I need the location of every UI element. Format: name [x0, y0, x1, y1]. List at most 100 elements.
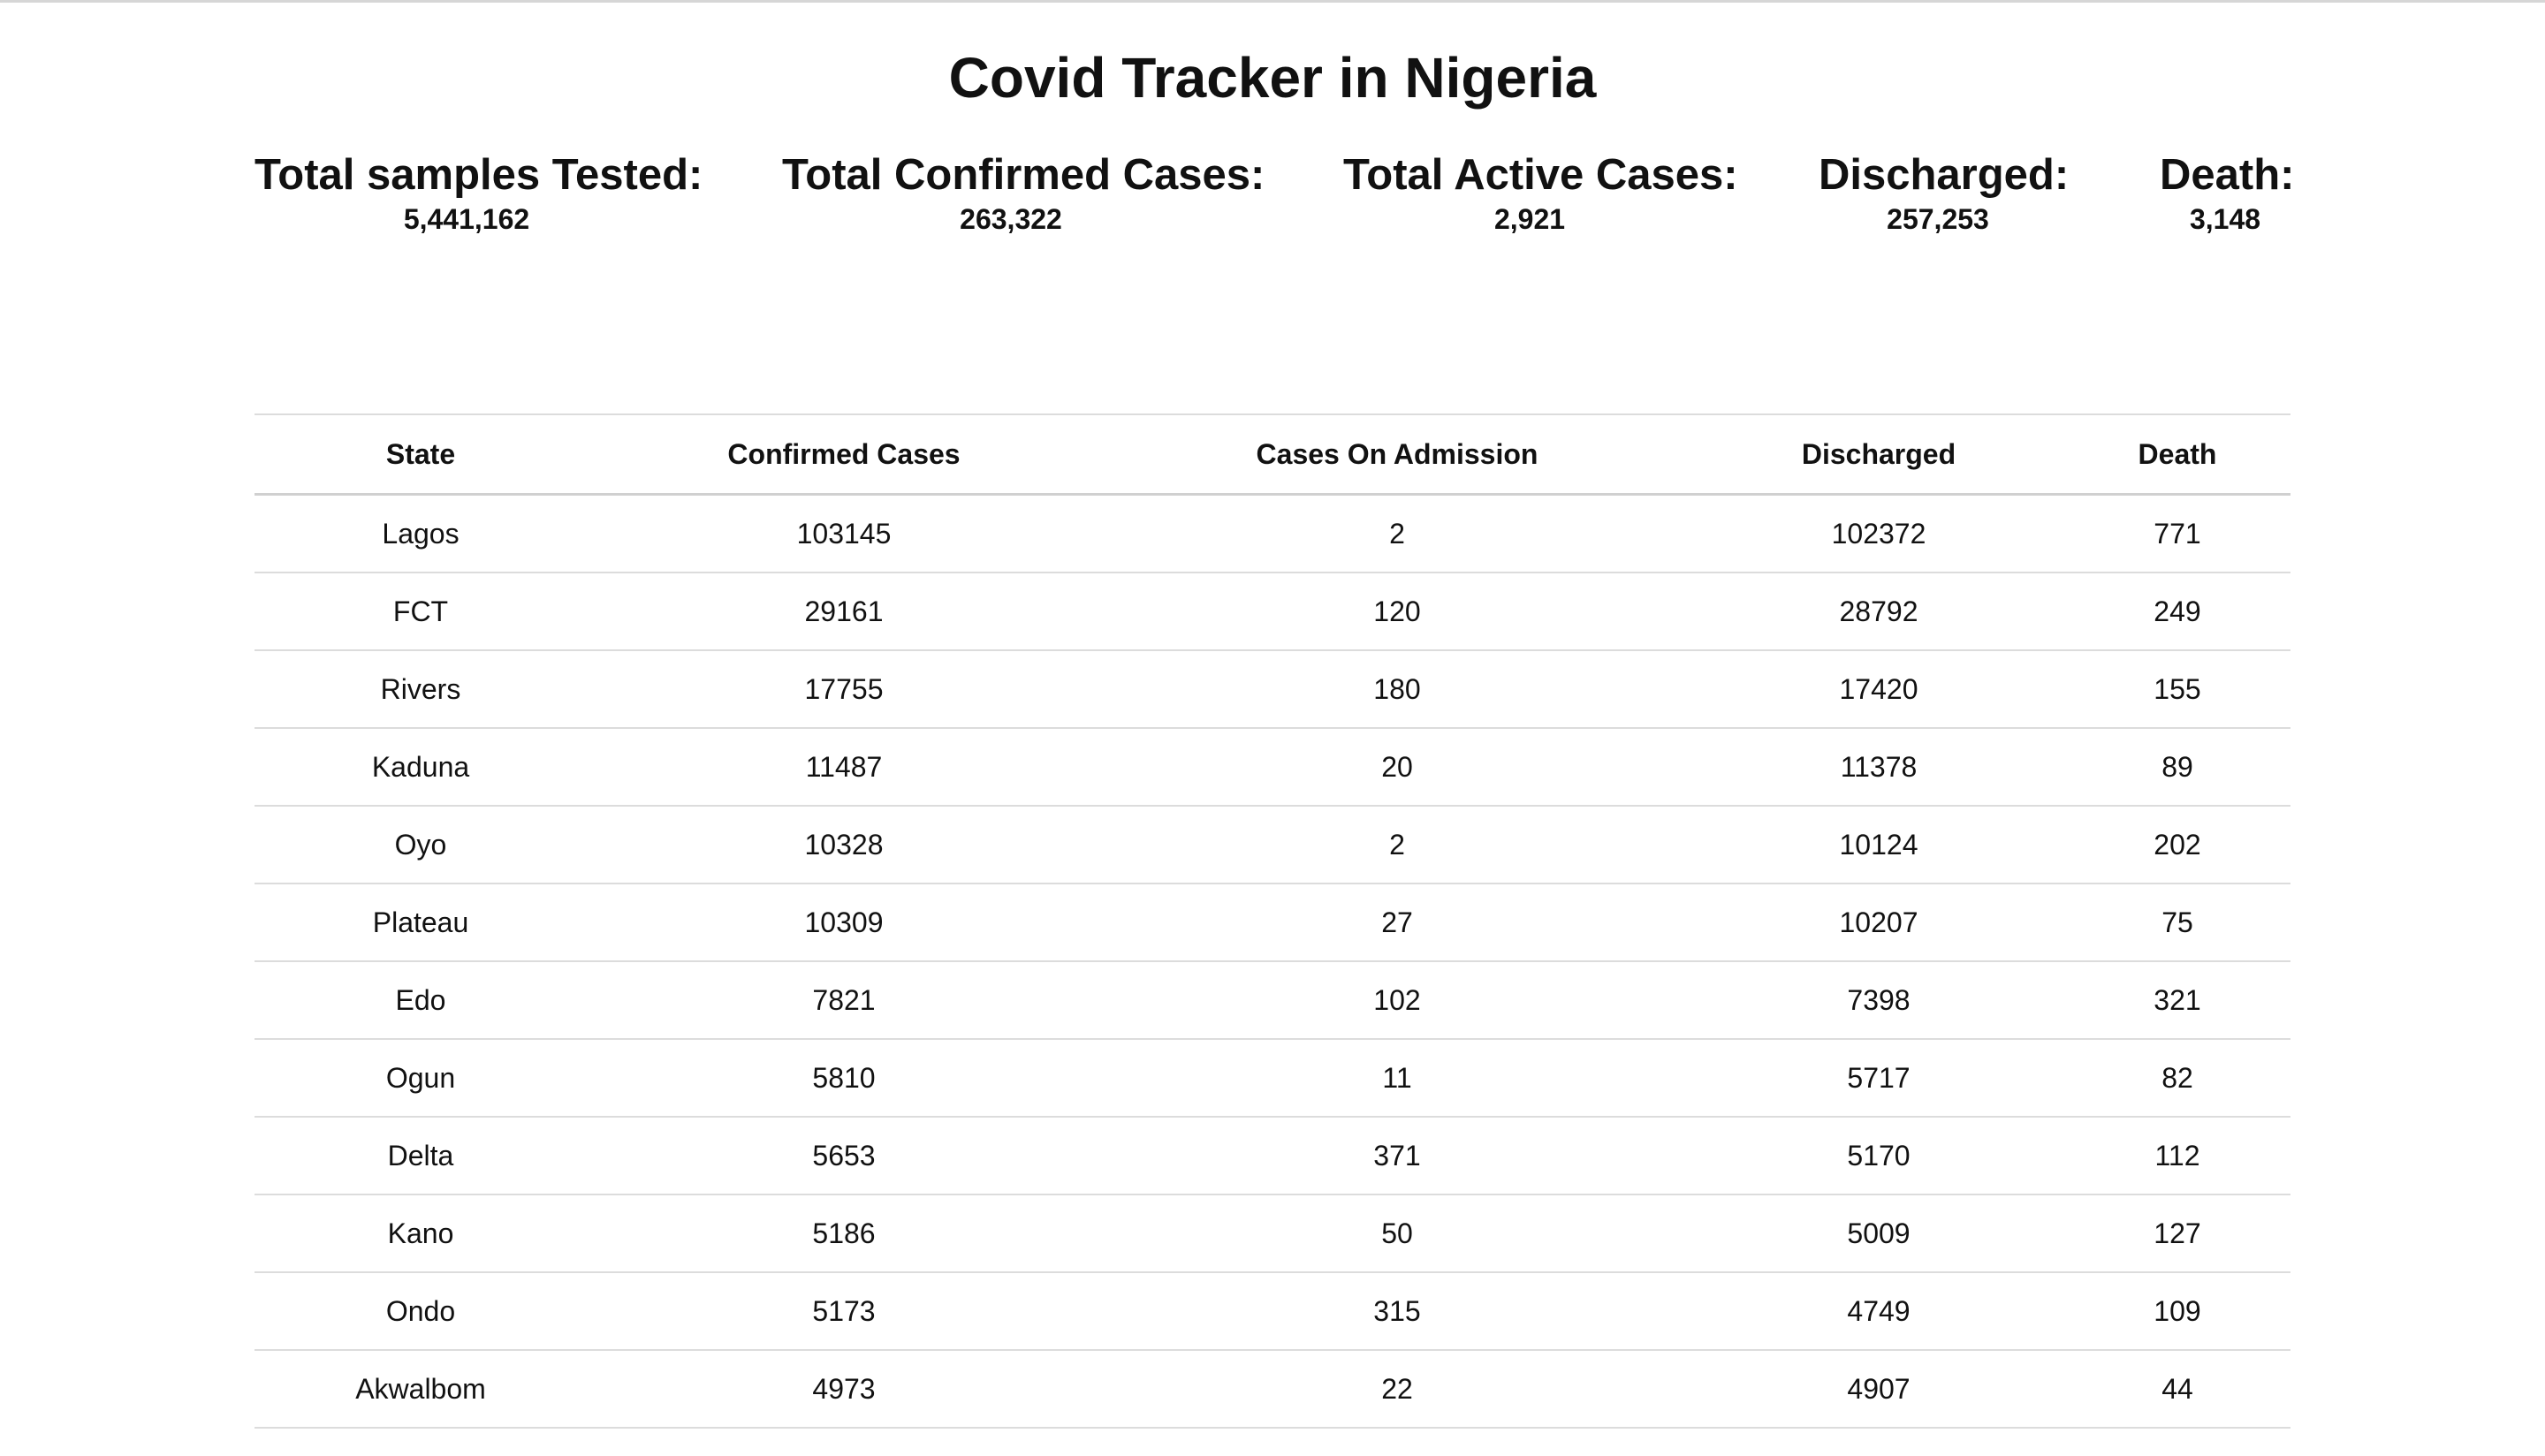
cell-state: Oyo	[254, 806, 587, 884]
column-header-death: Death	[2064, 413, 2290, 496]
cell-confirmed-cases: 29161	[587, 573, 1101, 651]
cell-state: Akwalbom	[254, 1350, 587, 1429]
states-table: State Confirmed Cases Cases On Admission…	[254, 413, 2290, 1429]
cell-discharged: 10207	[1693, 883, 2064, 962]
cell-state: Plateau	[254, 883, 587, 962]
cell-confirmed-cases: 5653	[587, 1117, 1101, 1195]
cell-cases-on-admission: 102	[1101, 961, 1693, 1040]
page-title: Covid Tracker in Nigeria	[948, 46, 1597, 110]
column-header-state: State	[254, 413, 587, 496]
stat-value: 5,441,162	[403, 203, 530, 235]
table-row: FCT 29161 120 28792 249	[254, 573, 2290, 651]
cell-death: 202	[2064, 806, 2290, 884]
cell-death: 249	[2064, 573, 2290, 651]
cell-discharged: 4749	[1693, 1272, 2064, 1351]
cell-state: Kano	[254, 1194, 587, 1273]
cell-confirmed-cases: 10328	[587, 806, 1101, 884]
cell-cases-on-admission: 2	[1101, 494, 1693, 573]
table-header-row: State Confirmed Cases Cases On Admission…	[254, 413, 2290, 496]
cell-state: Lagos	[254, 494, 587, 573]
cell-state: Delta	[254, 1117, 587, 1195]
cell-death: 89	[2064, 728, 2290, 807]
stat-discharged: Discharged: 257,253	[1819, 148, 2070, 237]
cell-confirmed-cases: 7821	[587, 961, 1101, 1040]
cell-cases-on-admission: 11	[1101, 1039, 1693, 1118]
stats-summary: Total samples Tested: 5,441,162 Total Co…	[0, 148, 2545, 237]
cell-death: 109	[2064, 1272, 2290, 1351]
cell-discharged: 17420	[1693, 650, 2064, 729]
cell-death: 75	[2064, 883, 2290, 962]
cell-cases-on-admission: 180	[1101, 650, 1693, 729]
table-row: Plateau 10309 27 10207 75	[254, 883, 2290, 962]
table-row: Akwalbom 4973 22 4907 44	[254, 1350, 2290, 1429]
cell-confirmed-cases: 5186	[587, 1194, 1101, 1273]
cell-discharged: 102372	[1693, 494, 2064, 573]
table-row: Delta 5653 371 5170 112	[254, 1117, 2290, 1195]
stat-value: 257,253	[1887, 203, 1989, 235]
cell-cases-on-admission: 371	[1101, 1117, 1693, 1195]
cell-confirmed-cases: 10309	[587, 883, 1101, 962]
cell-cases-on-admission: 2	[1101, 806, 1693, 884]
cell-discharged: 10124	[1693, 806, 2064, 884]
cell-death: 127	[2064, 1194, 2290, 1273]
stat-value: 263,322	[960, 203, 1062, 235]
cell-death: 155	[2064, 650, 2290, 729]
cell-state: Rivers	[254, 650, 587, 729]
cell-confirmed-cases: 5810	[587, 1039, 1101, 1118]
cell-cases-on-admission: 50	[1101, 1194, 1693, 1273]
cell-death: 44	[2064, 1350, 2290, 1429]
cell-cases-on-admission: 315	[1101, 1272, 1693, 1351]
column-header-confirmed-cases: Confirmed Cases	[587, 413, 1101, 496]
cell-confirmed-cases: 4973	[587, 1350, 1101, 1429]
cell-discharged: 5717	[1693, 1039, 2064, 1118]
stat-label: Total samples Tested:	[254, 151, 703, 199]
cell-confirmed-cases: 17755	[587, 650, 1101, 729]
cell-discharged: 5170	[1693, 1117, 2064, 1195]
stat-label: Total Active Cases:	[1343, 151, 1738, 199]
cell-cases-on-admission: 27	[1101, 883, 1693, 962]
table-body: Lagos 103145 2 102372 771 FCT 29161 120 28792 249…	[254, 494, 2290, 1429]
stat-death: Death: 3,148	[2160, 148, 2295, 237]
table-row: Edo 7821 102 7398 321	[254, 961, 2290, 1040]
column-header-cases-on-admission: Cases On Admission	[1101, 413, 1693, 496]
cell-discharged: 5009	[1693, 1194, 2064, 1273]
stat-total-confirmed-cases: Total Confirmed Cases: 263,322	[782, 148, 1265, 237]
cell-discharged: 28792	[1693, 573, 2064, 651]
cell-discharged: 11378	[1693, 728, 2064, 807]
table-header: State Confirmed Cases Cases On Admission…	[254, 413, 2290, 496]
cell-discharged: 7398	[1693, 961, 2064, 1040]
table-row: Rivers 17755 180 17420 155	[254, 650, 2290, 729]
cell-state: Ondo	[254, 1272, 587, 1351]
cell-cases-on-admission: 20	[1101, 728, 1693, 807]
cell-death: 82	[2064, 1039, 2290, 1118]
states-table-container: State Confirmed Cases Cases On Admission…	[254, 413, 2290, 1429]
stat-label: Total Confirmed Cases:	[782, 151, 1265, 199]
cell-discharged: 4907	[1693, 1350, 2064, 1429]
table-row: Kaduna 11487 20 11378 89	[254, 728, 2290, 807]
cell-death: 321	[2064, 961, 2290, 1040]
cell-death: 112	[2064, 1117, 2290, 1195]
cell-cases-on-admission: 22	[1101, 1350, 1693, 1429]
stat-label: Death:	[2160, 151, 2295, 199]
cell-death: 771	[2064, 494, 2290, 573]
cell-state: Edo	[254, 961, 587, 1040]
table-row: Lagos 103145 2 102372 771	[254, 494, 2290, 573]
table-row: Kano 5186 50 5009 127	[254, 1194, 2290, 1273]
cell-cases-on-admission: 120	[1101, 573, 1693, 651]
cell-confirmed-cases: 5173	[587, 1272, 1101, 1351]
table-row: Ondo 5173 315 4749 109	[254, 1272, 2290, 1351]
cell-state: Kaduna	[254, 728, 587, 807]
table-row: Oyo 10328 2 10124 202	[254, 806, 2290, 884]
cell-state: Ogun	[254, 1039, 587, 1118]
stat-value: 2,921	[1493, 203, 1566, 235]
top-divider	[0, 0, 2545, 3]
stat-total-samples-tested: Total samples Tested: 5,441,162	[254, 148, 703, 237]
table-row: Ogun 5810 11 5717 82	[254, 1039, 2290, 1118]
cell-confirmed-cases: 11487	[587, 728, 1101, 807]
column-header-discharged: Discharged	[1693, 413, 2064, 496]
cell-state: FCT	[254, 573, 587, 651]
stat-label: Discharged:	[1819, 151, 2070, 199]
stat-total-active-cases: Total Active Cases: 2,921	[1343, 148, 1738, 237]
stat-value: 3,148	[2189, 203, 2261, 235]
